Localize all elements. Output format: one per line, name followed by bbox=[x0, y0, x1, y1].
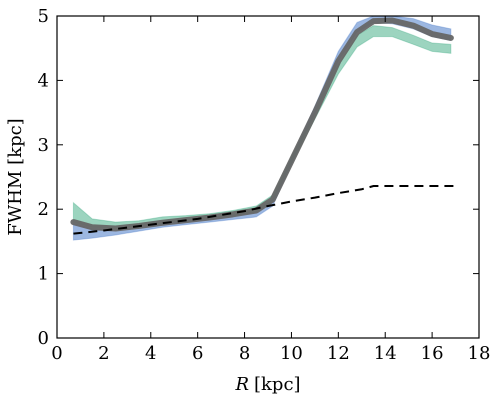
y-tick-label: 1 bbox=[38, 264, 49, 285]
x-tick-label: 2 bbox=[98, 343, 109, 364]
y-tick-label: 3 bbox=[38, 135, 49, 156]
x-tick-label: 10 bbox=[280, 343, 303, 364]
x-tick-label: 0 bbox=[51, 343, 62, 364]
x-tick-label: 4 bbox=[145, 343, 156, 364]
y-tick-label: 5 bbox=[38, 6, 49, 27]
x-tick-label: 8 bbox=[239, 343, 250, 364]
x-axis-label: R [kpc] bbox=[234, 374, 300, 395]
y-axis-label: FWHM [kpc] bbox=[5, 118, 26, 235]
x-axis-label-unit: [kpc] bbox=[254, 374, 301, 395]
x-tick-label: 16 bbox=[421, 343, 444, 364]
chart-marks bbox=[70, 16, 456, 241]
y-tick-label: 4 bbox=[38, 70, 49, 91]
x-tick-label: 14 bbox=[374, 343, 397, 364]
x-tick-label: 6 bbox=[192, 343, 203, 364]
dashed-line bbox=[73, 185, 456, 235]
green-band bbox=[72, 25, 452, 230]
y-tick-label: 0 bbox=[38, 328, 49, 349]
plot-frame bbox=[56, 15, 480, 339]
y-tick-label: 2 bbox=[38, 199, 49, 220]
median-line bbox=[70, 17, 454, 232]
x-tick-label: 18 bbox=[468, 343, 491, 364]
x-tick-label: 12 bbox=[327, 343, 350, 364]
x-axis-label-symbol: R bbox=[234, 374, 249, 395]
